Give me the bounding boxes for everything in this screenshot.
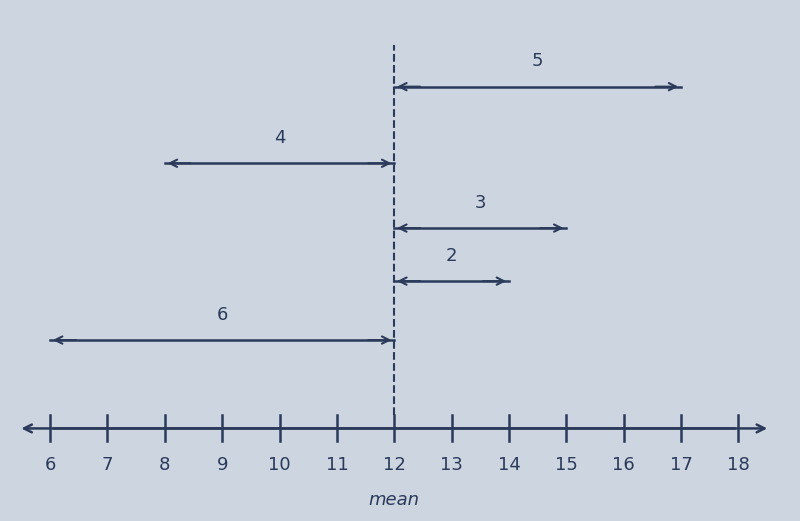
Text: 6: 6 [44,456,56,474]
Text: 3: 3 [474,194,486,212]
Text: 4: 4 [274,129,286,147]
Text: 8: 8 [159,456,170,474]
Text: 13: 13 [440,456,463,474]
Text: 14: 14 [498,456,521,474]
Text: 7: 7 [102,456,113,474]
Text: 15: 15 [555,456,578,474]
Text: 11: 11 [326,456,348,474]
Text: 12: 12 [383,456,406,474]
Text: 18: 18 [727,456,750,474]
Text: 2: 2 [446,246,458,265]
Text: 10: 10 [268,456,291,474]
Text: 6: 6 [217,305,228,324]
Text: 5: 5 [532,52,543,70]
Text: 9: 9 [217,456,228,474]
Text: mean: mean [369,491,420,510]
Text: 16: 16 [612,456,635,474]
Text: 17: 17 [670,456,693,474]
